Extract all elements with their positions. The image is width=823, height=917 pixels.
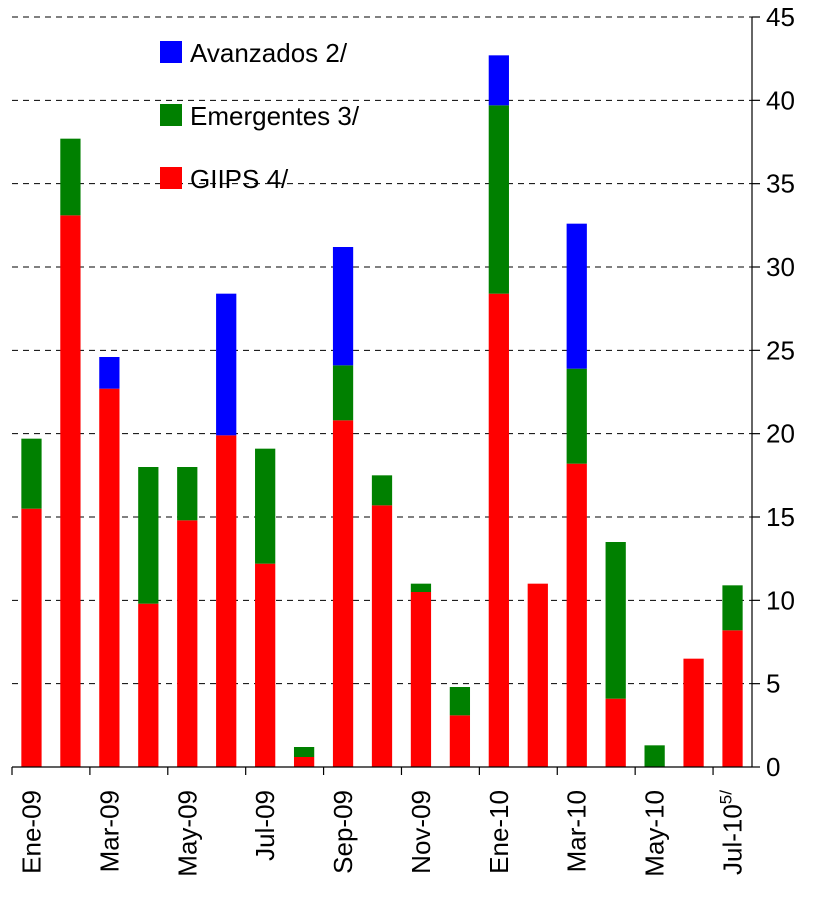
bar-segment (410, 583, 432, 592)
bar-segment (722, 585, 743, 631)
x-tick-text: Sep-09 (328, 790, 358, 874)
bar-segment (371, 505, 393, 767)
x-tick-text: Jul-09 (250, 790, 280, 861)
bar-segment (255, 448, 276, 564)
x-tick-label: Ene-10 (484, 790, 514, 874)
x-tick-footnote: 5/ (717, 790, 736, 804)
bar-segment (177, 520, 198, 767)
legend-label: Avanzados 2/ (190, 38, 348, 68)
y-tick-label: 30 (766, 252, 795, 282)
bar-segment (60, 138, 81, 216)
x-tick-text: Nov-09 (406, 790, 436, 874)
bar-segment (177, 467, 198, 521)
bar-segment (566, 463, 587, 767)
bar-segment (488, 55, 509, 106)
bar-segment (566, 368, 587, 464)
bar-segment (293, 757, 315, 767)
y-tick-label: 15 (766, 502, 795, 532)
bar-segment (21, 508, 42, 767)
bar-segment (99, 388, 120, 767)
x-tick-label: May-09 (172, 790, 202, 877)
x-tick-label: Mar-10 (562, 790, 592, 872)
bar-segment (255, 563, 276, 767)
y-tick-label: 25 (766, 335, 795, 365)
bar-segment (138, 603, 159, 767)
x-tick-label: Sep-09 (328, 790, 358, 874)
bar-segment (566, 223, 587, 369)
bar-segment (449, 715, 471, 767)
bar-segment (644, 745, 665, 767)
y-tick-label: 45 (766, 2, 795, 32)
legend-swatch (160, 104, 182, 126)
bar-segment (605, 698, 626, 767)
bar-segment (332, 420, 354, 767)
y-tick-label: 0 (766, 752, 780, 782)
bar-segment (371, 475, 393, 506)
legend-swatch (160, 41, 182, 63)
x-tick-text: May-09 (172, 790, 202, 877)
bar-segment (488, 293, 509, 767)
legend-label: GIIPS 4/ (190, 164, 289, 194)
y-tick-label: 10 (766, 585, 795, 615)
y-tick-label: 20 (766, 419, 795, 449)
bar-segment (410, 592, 432, 767)
bar-segment (683, 658, 704, 767)
bar-segment (449, 687, 471, 716)
x-tick-text: Mar-09 (94, 790, 124, 872)
legend-label: Emergentes 3/ (190, 101, 360, 131)
x-tick-label: Nov-09 (406, 790, 436, 874)
bar-segment (60, 215, 81, 768)
bar-segment (527, 583, 548, 767)
bar-segment (216, 293, 237, 436)
x-tick-label: Mar-09 (94, 790, 124, 872)
bar-segment (138, 467, 159, 604)
bar-segment (99, 357, 120, 389)
x-tick-label: May-10 (640, 790, 670, 877)
legend-swatch (160, 167, 182, 189)
x-tick-label: Jul-09 (250, 790, 280, 861)
bar-segment (332, 365, 354, 421)
y-tick-label: 5 (766, 669, 780, 699)
bar-segment (488, 105, 509, 294)
bar-segment (21, 438, 42, 509)
bar-segment (722, 630, 743, 767)
y-tick-label: 35 (766, 169, 795, 199)
x-tick-label: Jul-105/ (717, 790, 748, 875)
y-tick-label: 40 (766, 85, 795, 115)
bar-segment (332, 247, 354, 366)
x-tick-text: Mar-10 (562, 790, 592, 872)
bar-segment (293, 747, 315, 757)
bar-segment (216, 435, 237, 767)
bar-segment (605, 542, 626, 699)
x-tick-label: Ene-09 (16, 790, 46, 874)
x-tick-text: Ene-10 (484, 790, 514, 874)
x-tick-text: May-10 (640, 790, 670, 877)
x-tick-text: Jul-10 (718, 804, 748, 875)
x-tick-text: Ene-09 (16, 790, 46, 874)
